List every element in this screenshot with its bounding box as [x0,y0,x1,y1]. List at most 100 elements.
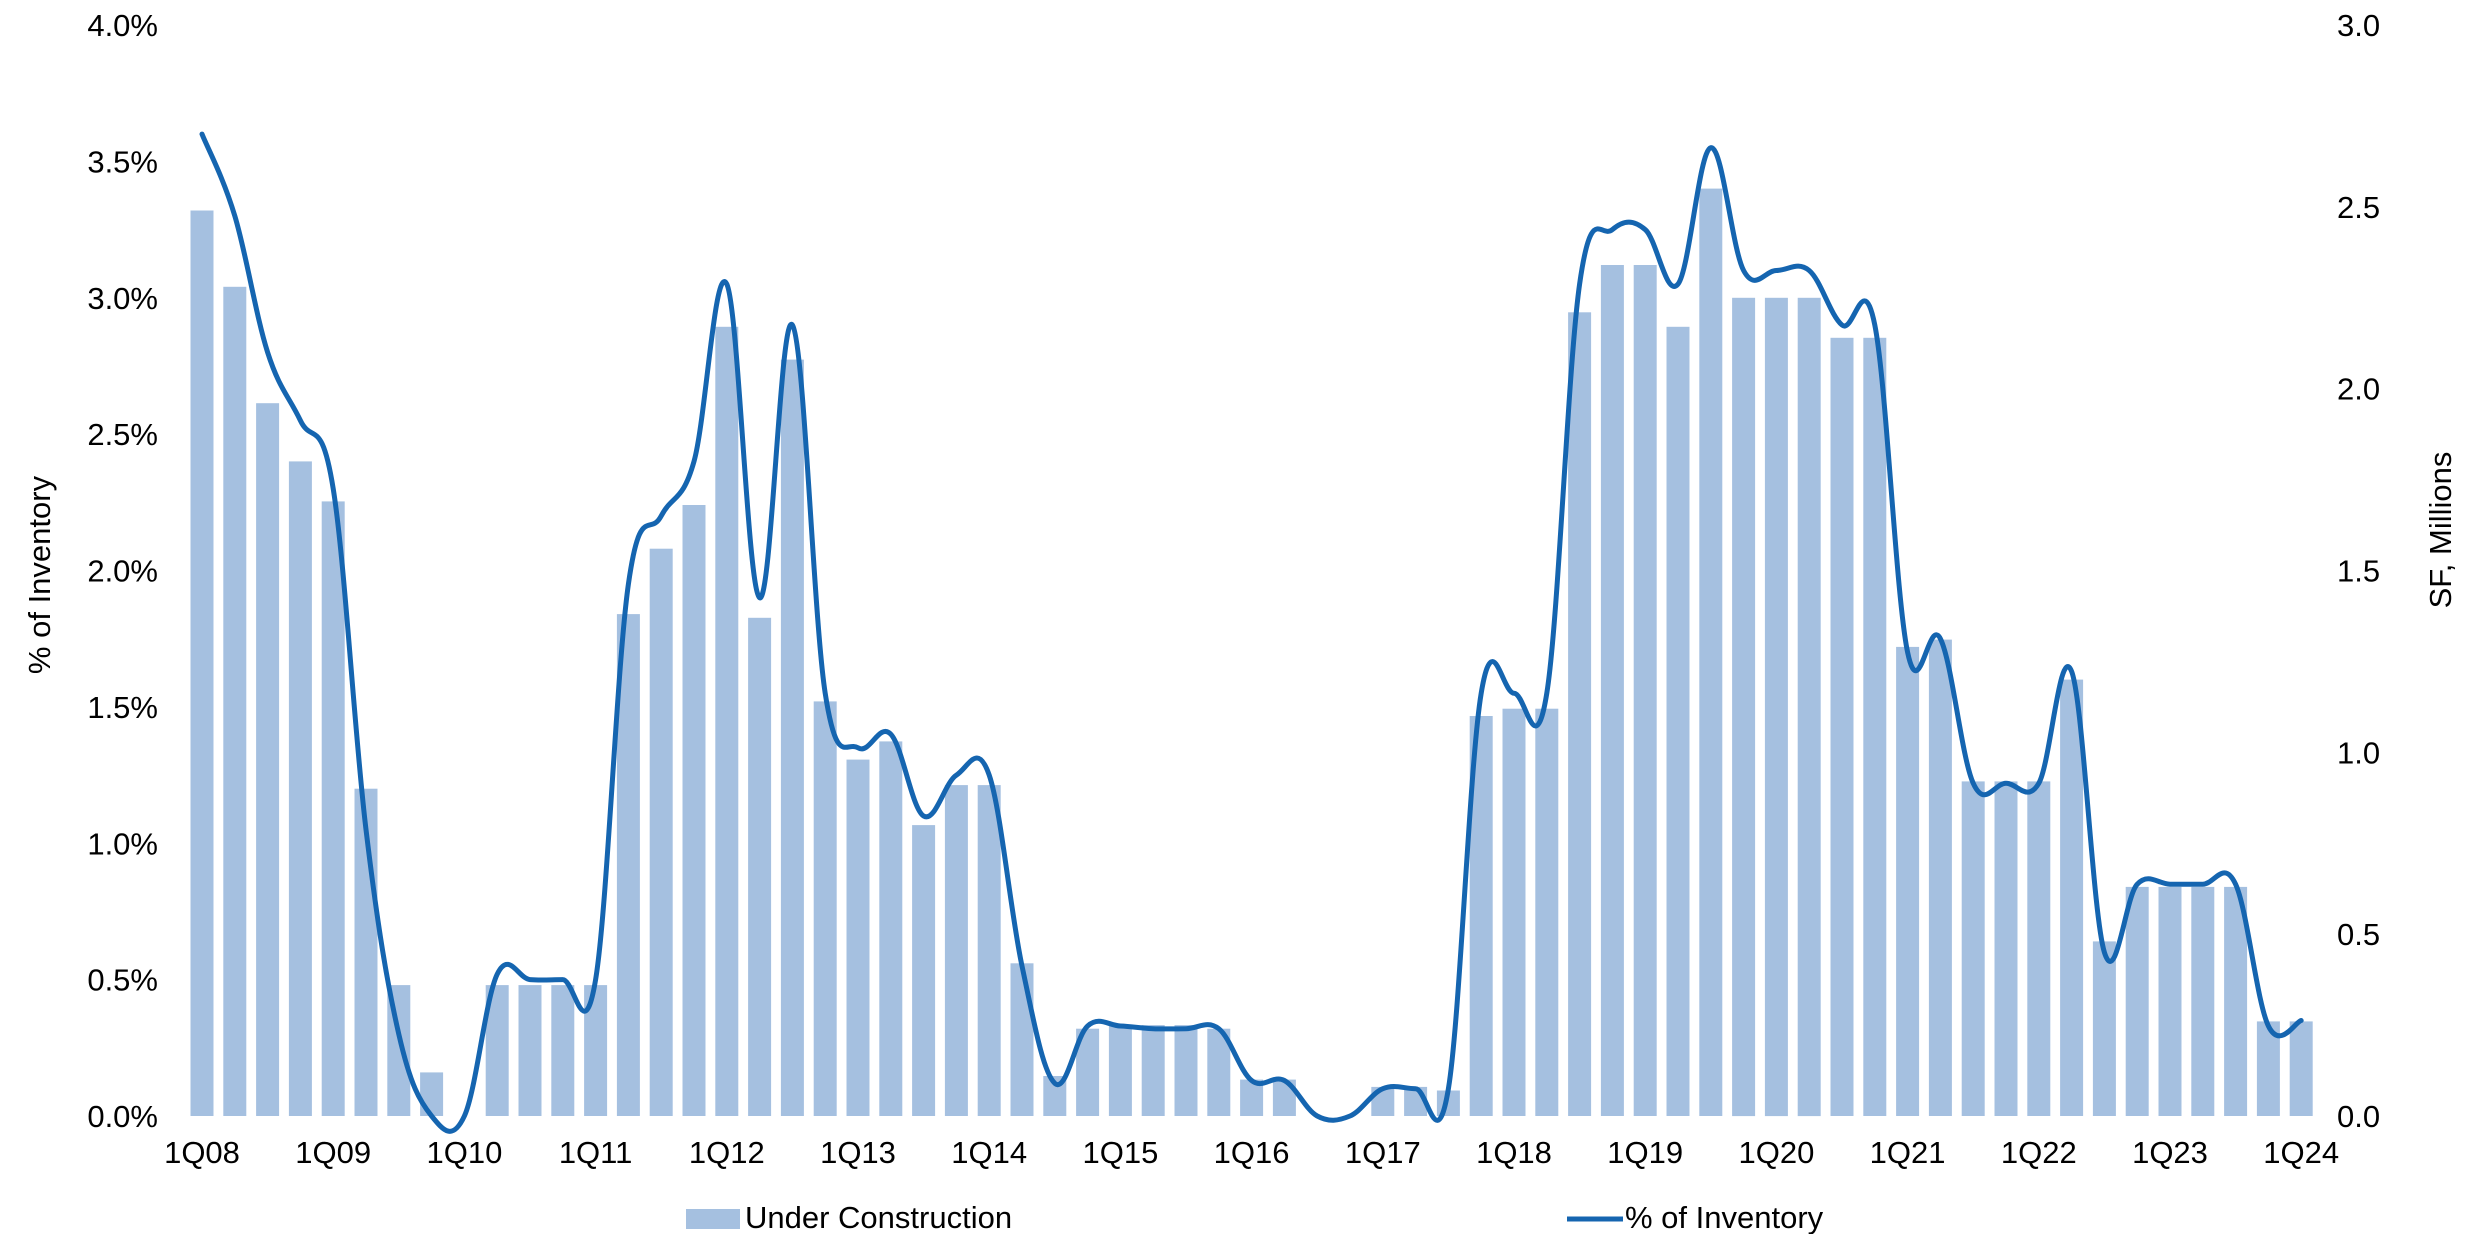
bar-1Q24 [2289,1021,2313,1116]
right-tick-label: 0.5 [2337,917,2380,952]
bar-1Q19 [1633,265,1657,1116]
bar-2Q21 [1928,639,1952,1116]
bar-4Q21 [1994,781,2018,1116]
bar-3Q10 [518,985,542,1116]
x-tick-label: 1Q13 [820,1135,896,1170]
x-tick-label: 1Q12 [689,1135,765,1170]
bar-3Q20 [1830,337,1854,1116]
bar-1Q18 [1502,708,1526,1116]
bar-4Q23 [2256,1021,2280,1116]
bar-1Q09 [321,501,345,1116]
legend: Under Construction % of Inventory [686,1200,1824,1235]
bar-1Q11 [584,985,608,1116]
left-tick-label: 1.0% [87,826,158,861]
axes-layer: % of Inventory SF, Millions 0.0% 0.5% 1.0%… [22,8,2458,1170]
bar-1Q08 [190,210,214,1116]
left-tick-label: 0.5% [87,963,158,998]
bar-4Q11 [682,505,706,1116]
bar-2Q15 [1141,1025,1165,1116]
right-tick-label: 2.0 [2337,372,2380,407]
right-tick-label: 1.5 [2337,554,2380,589]
line-percent-of-inventory [199,131,2304,1134]
bar-3Q21 [1961,781,1985,1116]
x-tick-label: 1Q14 [951,1135,1027,1170]
x-tick-label: 1Q24 [2263,1135,2339,1170]
bar-2Q13 [879,741,903,1116]
bar-3Q23 [2224,886,2248,1116]
x-tick-label: 1Q10 [426,1135,502,1170]
left-tick-label: 4.0% [87,8,158,43]
bar-2Q12 [748,617,772,1116]
right-tick-label: 0.0 [2337,1099,2380,1134]
bar-2Q11 [616,614,640,1116]
right-tick-label: 3.0 [2337,8,2380,43]
x-tick-label: 1Q21 [1870,1135,1946,1170]
bar-2Q18 [1535,708,1559,1116]
left-axis-title: % of Inventory [22,475,57,674]
bar-4Q09 [420,1072,444,1116]
bar-4Q18 [1600,265,1624,1116]
bar-3Q19 [1699,188,1723,1117]
legend-bar-swatch [686,1209,740,1229]
legend-line-label: % of Inventory [1625,1200,1824,1234]
bar-2Q19 [1666,326,1690,1116]
left-tick-label: 2.5% [87,417,158,452]
x-tick-label: 1Q08 [164,1135,240,1170]
bar-3Q18 [1568,312,1592,1116]
bar-4Q15 [1207,1028,1231,1116]
x-tick-label: 1Q15 [1082,1135,1158,1170]
bar-2Q23 [2191,886,2215,1116]
x-tick-label: 1Q19 [1607,1135,1683,1170]
bar-4Q12 [813,701,837,1116]
bar-2Q14 [1010,963,1034,1116]
bar-3Q15 [1174,1025,1198,1116]
left-tick-label: 0.0% [87,1099,158,1134]
x-tick-label: 1Q18 [1476,1135,1552,1170]
bar-1Q12 [715,326,739,1116]
left-tick-label: 1.5% [87,690,158,725]
bars-layer [190,188,2313,1117]
bar-1Q20 [1764,297,1788,1117]
x-tick-label: 1Q20 [1738,1135,1814,1170]
right-axis-title: SF, Millions [2423,452,2458,609]
bar-1Q15 [1108,1025,1132,1116]
x-tick-label: 1Q09 [295,1135,371,1170]
bar-3Q11 [649,548,673,1116]
bar-4Q19 [1732,297,1756,1117]
bar-4Q13 [944,785,968,1116]
right-tick-label: 1.0 [2337,735,2380,770]
bar-4Q17 [1469,716,1493,1116]
bar-3Q12 [780,359,804,1117]
left-tick-label: 3.0% [87,281,158,316]
bar-1Q22 [2027,781,2051,1116]
bar-1Q23 [2158,886,2182,1116]
bar-2Q22 [2060,679,2084,1116]
bar-4Q14 [1076,1028,1100,1116]
x-tick-label: 1Q11 [559,1135,633,1170]
bar-3Q22 [2092,941,2116,1116]
legend-bar-label: Under Construction [745,1200,1012,1234]
bar-3Q08 [256,403,280,1116]
bar-3Q13 [912,825,936,1116]
left-tick-label: 3.5% [87,144,158,179]
bar-4Q08 [288,461,312,1116]
bar-1Q16 [1240,1079,1264,1116]
bar-1Q21 [1896,646,1920,1116]
bar-2Q08 [223,286,247,1116]
bar-1Q13 [846,759,870,1116]
line-layer [199,131,2304,1134]
x-tick-label: 1Q23 [2132,1135,2208,1170]
right-tick-label: 2.5 [2337,190,2380,225]
bar-4Q20 [1863,337,1887,1116]
left-tick-label: 2.0% [87,554,158,589]
bar-1Q14 [977,785,1001,1116]
bar-2Q20 [1797,297,1821,1117]
x-tick-label: 1Q22 [2001,1135,2077,1170]
x-tick-label: 1Q17 [1345,1135,1421,1170]
bar-4Q22 [2125,886,2149,1116]
bar-2Q10 [485,985,509,1116]
bar-4Q10 [551,985,575,1116]
x-tick-label: 1Q16 [1214,1135,1290,1170]
